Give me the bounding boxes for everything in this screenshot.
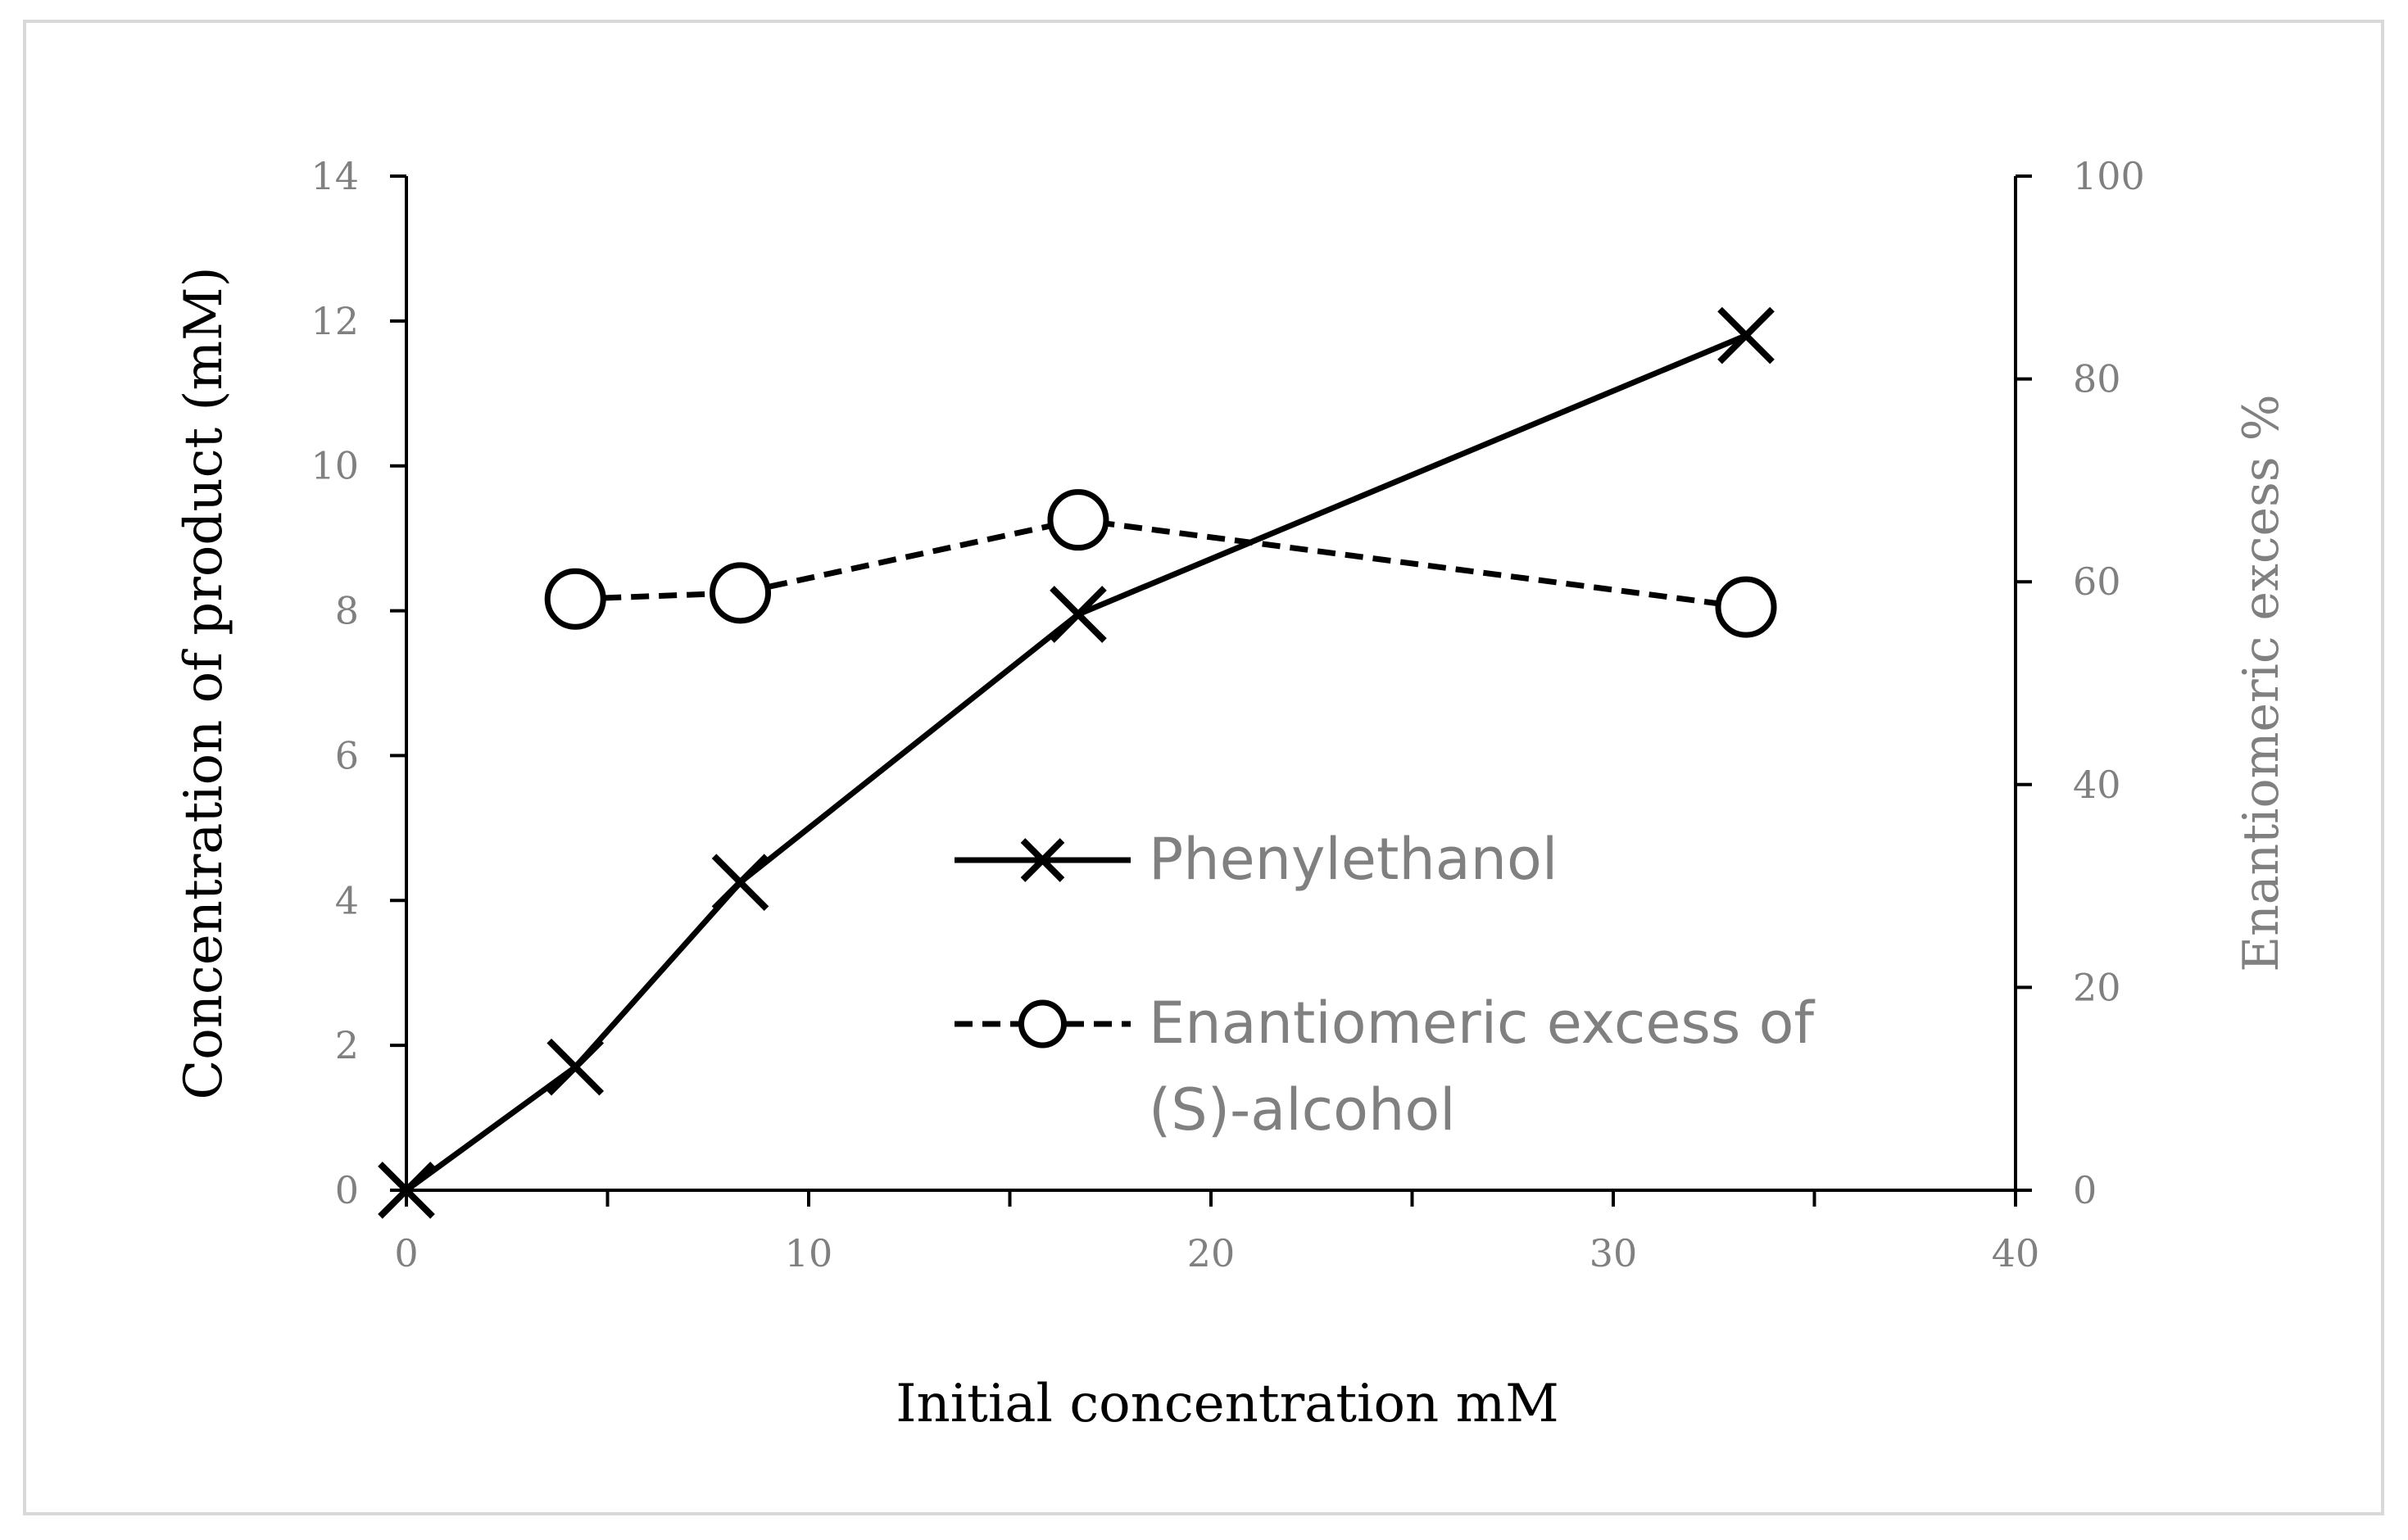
y2-axis-title: Enantiomeric excess % (2233, 394, 2290, 972)
data-point-circle-marker (1047, 489, 1109, 551)
x-axis-title: Initial concentration mM (896, 1374, 1559, 1434)
ticks: 0 2 4 6 8 10 12 14 0 20 40 60 80 100 0 10 20 30 40 (311, 154, 2144, 1275)
series-phenylethanol (378, 306, 1775, 1219)
legend-label-line: (S)-alcohol (1149, 1076, 1456, 1144)
legend-entry-phenylethanol: Phenylethanol (955, 826, 1558, 893)
y-tick-label: 8 (335, 589, 359, 633)
x-marker-stroke (1050, 586, 1107, 643)
legend: Phenylethanol Enantiomeric excess of (S)-a… (955, 826, 1815, 1144)
y-tick-label: 10 (311, 444, 359, 488)
series-line (575, 517, 1747, 610)
legend-x-marker (1020, 838, 1065, 882)
y-tick-label: 4 (335, 878, 359, 922)
legend-label-line: Enantiomeric excess of (1149, 990, 1815, 1057)
x-marker-stroke (1020, 838, 1065, 882)
series-enantiomeric-excess (544, 489, 1777, 638)
legend-circle-marker (1018, 999, 1067, 1049)
data-point-circle-marker (1715, 576, 1777, 638)
legend-label-phenylethanol: Phenylethanol (1149, 826, 1558, 893)
x-marker-stroke (546, 1038, 605, 1096)
y2-tick-label: 60 (2073, 559, 2121, 604)
data-point-x-marker (711, 854, 769, 912)
data-point-circle-marker (544, 568, 606, 630)
series-group (378, 306, 1777, 1219)
data-point-circle-marker (710, 562, 772, 624)
x-marker-stroke (378, 1162, 435, 1219)
y-tick-label: 14 (311, 154, 359, 198)
y-tick-label: 0 (335, 1168, 359, 1212)
data-point-x-marker (378, 1162, 435, 1219)
y2-tick-label: 100 (2073, 154, 2145, 198)
x-tick-label: 0 (394, 1231, 418, 1275)
data-point-x-marker (546, 1038, 605, 1096)
x-tick-label: 30 (1589, 1231, 1638, 1275)
y-tick-label: 2 (335, 1023, 359, 1067)
legend-entry-enantiomeric-excess: Enantiomeric excess of (S)-alcohol (955, 990, 1815, 1144)
series-line (404, 333, 1748, 1193)
x-marker-stroke (1717, 306, 1775, 365)
y2-tick-label: 0 (2073, 1168, 2097, 1212)
x-tick-label: 20 (1187, 1231, 1236, 1275)
x-tick-label: 40 (1992, 1231, 2040, 1275)
y2-tick-label: 20 (2073, 965, 2121, 1009)
y-axis-title: Concentration of product (mM) (174, 266, 234, 1099)
data-point-x-marker (1717, 306, 1775, 365)
y-tick-label: 6 (335, 733, 359, 777)
x-marker-stroke (711, 854, 769, 912)
chart-frame (23, 20, 2384, 1515)
y2-tick-label: 80 (2073, 357, 2121, 401)
y-tick-label: 12 (311, 299, 359, 343)
y2-tick-label: 40 (2073, 763, 2121, 807)
x-tick-label: 10 (785, 1231, 833, 1275)
data-point-x-marker (1050, 586, 1107, 643)
